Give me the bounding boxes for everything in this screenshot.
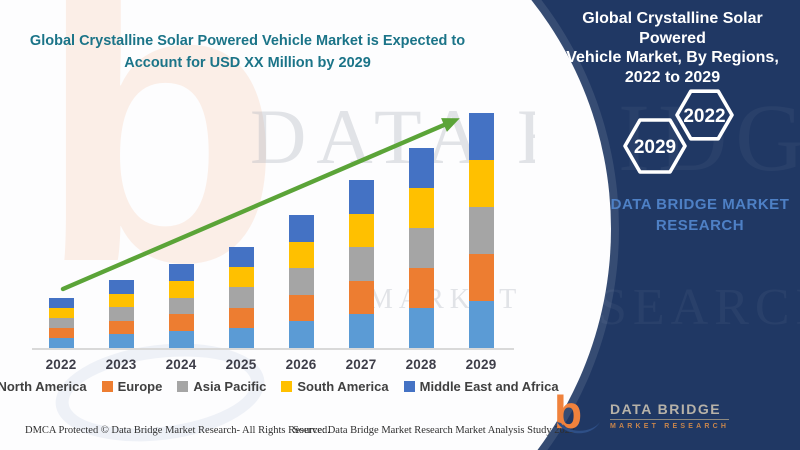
segment-north-america [348,314,374,348]
segment-south-america [108,293,134,308]
year-label-2024: 2024 [165,357,197,372]
bar-2029 [468,113,494,348]
segment-asia-pacific [468,207,494,254]
databridge-logo: b DATA BRIDGE MARKET RESEARCH [556,391,730,439]
year-label-2029: 2029 [465,357,497,372]
dmca-notice: DMCA Protected © Data Bridge Market Rese… [25,425,330,436]
segment-middle-east-and-africa [288,215,314,242]
segment-south-america [168,280,194,298]
chart-title: Global Crystalline Solar Powered Vehicle… [29,33,466,72]
legend-item-asia-pacific: Asia Pacific [177,379,266,394]
logo-tagline: MARKET RESEARCH [610,422,730,430]
legend-item-south-america: South America [281,379,389,394]
bar-2027 [348,180,374,348]
segment-middle-east-and-africa [408,148,434,188]
year-label-2028: 2028 [405,357,437,372]
legend-label: South America [297,379,389,394]
segment-europe [228,307,254,328]
bar-2024 [168,264,194,348]
bar-2025 [228,247,254,348]
segment-south-america [468,160,494,207]
legend-label: Middle East and Africa [419,379,559,394]
legend-swatch-icon [101,381,113,392]
legend-swatch-icon [281,381,293,392]
source-note: Source: Data Bridge Market Research Mark… [293,425,576,436]
segment-europe [348,280,374,315]
legend-item-europe: Europe [101,379,163,394]
segment-asia-pacific [108,307,134,321]
logo-swoosh-icon [557,422,600,434]
segment-middle-east-and-africa [228,247,254,268]
logo-name: DATA BRIDGE [610,401,730,420]
segment-middle-east-and-africa [348,180,374,214]
segment-north-america [288,321,314,348]
bar-2022 [48,298,74,348]
hexagon-2022-label: 2022 [683,106,725,127]
segment-europe [108,320,134,335]
legend-item-north-america: North America [0,379,87,394]
segment-asia-pacific [168,297,194,315]
segment-asia-pacific [48,318,74,328]
segment-south-america [288,241,314,269]
legend-swatch-icon [177,381,189,392]
legend-item-middle-east-and-africa: Middle East and Africa [403,379,559,394]
hexagon-2029-label: 2029 [634,137,676,158]
logo-b-mark-icon: b [556,391,600,438]
segment-north-america [408,308,434,348]
segment-europe [288,294,314,322]
bar-2026 [288,215,314,348]
segment-south-america [228,267,254,288]
legend-label: Europe [117,379,163,394]
segment-middle-east-and-africa [168,264,194,281]
panel-title: Global Crystalline Solar Powered Vehicle… [566,10,779,86]
year-label-2025: 2025 [225,357,257,372]
segment-asia-pacific [408,228,434,268]
segment-north-america [48,338,74,348]
segment-north-america [168,331,194,348]
year-label-2027: 2027 [345,357,377,372]
segment-middle-east-and-africa [468,113,494,160]
legend-label: North America [0,379,87,394]
segment-middle-east-and-africa [48,298,74,308]
segment-north-america [108,334,134,348]
hexagon-2029-icon [623,118,687,174]
segment-south-america [48,308,74,318]
year-label-2023: 2023 [105,357,137,372]
segment-north-america [228,327,254,348]
segment-asia-pacific [228,287,254,308]
segment-europe [168,314,194,332]
chart-legend: North America Europe Asia Pacific South Ame… [0,379,559,394]
segment-middle-east-and-africa [108,280,134,294]
stacked-bar-plot [48,113,494,348]
segment-south-america [348,213,374,248]
bar-2023 [108,280,134,348]
segment-europe [468,254,494,301]
year-hexagons-icon: 2029 2022 [623,89,734,174]
segment-asia-pacific [288,268,314,295]
segment-north-america [468,301,494,348]
bar-2028 [408,148,434,348]
segment-europe [48,328,74,338]
legend-label: Asia Pacific [193,379,267,394]
legend-swatch-icon [403,381,415,392]
segment-asia-pacific [348,247,374,281]
year-label-2022: 2022 [45,357,77,372]
brand-name: DATA BRIDGE MARKET RESEARCH [610,196,790,234]
x-axis-line [32,348,514,350]
watermark-navy-line2: SEARCH [598,278,800,337]
segment-europe [408,268,434,308]
hexagon-2022-icon [675,89,734,141]
segment-south-america [408,188,434,228]
year-label-2026: 2026 [285,357,317,372]
